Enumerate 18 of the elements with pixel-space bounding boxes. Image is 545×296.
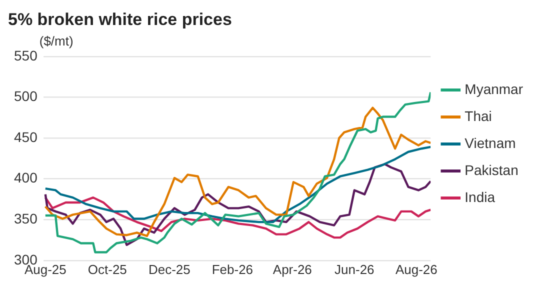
- legend-label: India: [464, 188, 496, 205]
- y-tick-label: 400: [14, 170, 38, 186]
- y-axis-title: ($/mt): [39, 33, 74, 48]
- legend-label: Pakistan: [464, 162, 518, 178]
- x-tick-label: Apr-26: [272, 262, 312, 277]
- chart-title: 5% broken white rice prices: [8, 10, 232, 29]
- y-tick-label: 450: [14, 128, 38, 145]
- x-tick-label: Jun-26: [334, 262, 374, 277]
- legend-label: Myanmar: [464, 80, 524, 97]
- y-tick-label: 500: [14, 88, 38, 104]
- legend-label: Thai: [464, 108, 492, 124]
- x-tick-label: Dec-25: [148, 262, 190, 277]
- x-tick-label: Feb-26: [212, 262, 254, 277]
- x-tick-label: Oct-25: [88, 262, 127, 277]
- legend-label: Vietnam: [464, 134, 516, 151]
- x-tick-label: Aug-26: [395, 262, 438, 277]
- y-tick-label: 550: [14, 47, 38, 64]
- y-tick-label: 350: [14, 210, 38, 226]
